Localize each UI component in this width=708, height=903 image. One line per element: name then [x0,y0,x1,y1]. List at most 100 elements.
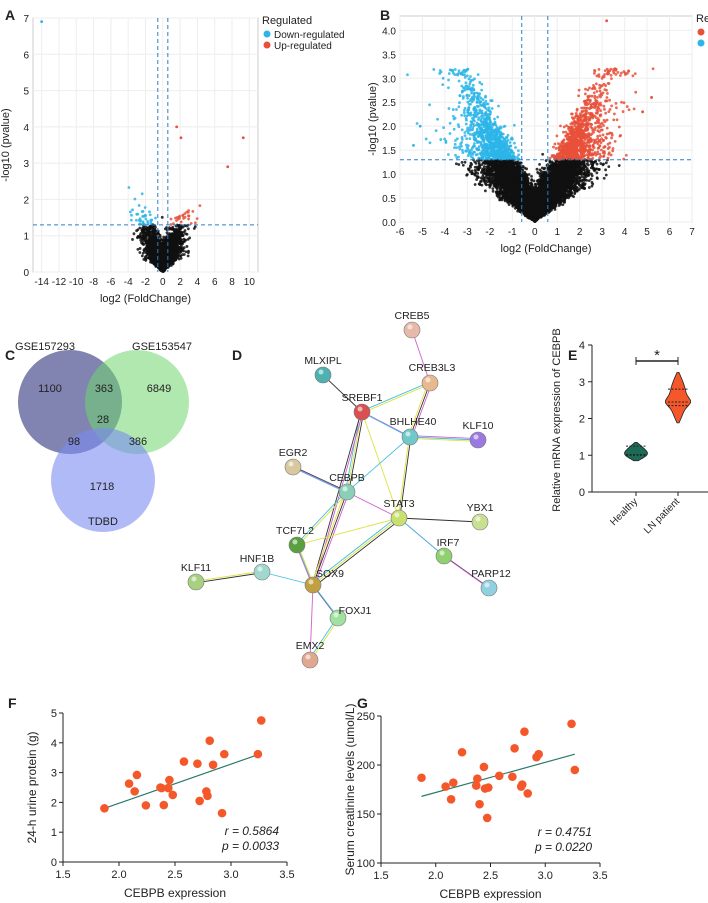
y-tick-label: 1.0 [382,170,396,181]
x-tick-label: -12 [52,277,67,288]
point-down [129,218,133,222]
point-up [613,139,617,143]
point-down [149,218,153,222]
x-axis-title: log2 (FoldChange) [100,293,191,305]
point-ns [176,224,180,227]
point-up [625,105,629,108]
legend-swatch [263,30,271,38]
point-up [606,92,609,95]
point-ns [150,240,154,244]
point-ns [177,257,181,261]
point-down [469,75,472,78]
y-tick-label: 3.0 [382,74,396,85]
x-tick-label: 6 [212,277,218,288]
y-tick-label: 2 [23,195,29,206]
point-up [198,204,202,208]
point-outlier [226,165,230,169]
point-ns [141,242,145,246]
point-up [186,210,190,214]
point-ns [145,244,149,248]
x-tick-label: 7 [689,227,695,238]
point-ns [179,246,182,250]
point-up [189,222,193,225]
point-ns [145,250,149,254]
y-tick-label: 7 [23,14,29,25]
point-up [609,153,613,157]
point-ns [168,249,172,253]
point-ns [158,239,162,243]
point-ns [171,252,175,256]
point-ns [152,235,155,238]
point-ns [144,254,148,258]
point-up [622,101,626,105]
point-up [615,118,619,122]
point-ns [141,239,145,243]
point-ns [162,235,166,239]
x-tick-label: -10 [69,277,84,288]
point-ns [138,233,142,237]
point-up [596,134,600,138]
x-tick-label: 10 [244,277,256,288]
point-ns [170,242,174,246]
y-axis-title: -log10 (pvalue) [0,108,12,181]
point-ns [149,260,152,264]
point-down [446,153,450,156]
point-ns [179,250,183,254]
point-down [154,216,157,220]
point-ns [160,253,164,257]
point-ns [142,230,146,234]
point-down [148,213,152,217]
point-ns [595,171,599,175]
x-tick-label: -3 [463,227,472,238]
point-ns [161,259,165,263]
panel-label-g: G [357,695,368,711]
x-tick-label: 1 [554,227,560,238]
x-tick-label: -1 [508,227,517,238]
point-down [130,213,133,217]
point-ns [170,261,174,265]
point-up [627,108,631,112]
point-up [169,223,173,226]
point-up [175,219,178,222]
y-tick-label: 3.5 [382,50,396,61]
panel-label-b: B [380,7,390,23]
point-ns [461,163,465,167]
x-tick-label: -14 [34,277,49,288]
point-ns [184,238,188,242]
point-ns [587,186,591,189]
point-ns [607,165,611,169]
point-down [465,137,468,141]
point-up [621,110,625,113]
point-down [135,212,139,216]
point-ns [167,227,171,231]
y-tick-label: 1 [23,232,29,243]
point-ns [175,248,179,252]
legend-title: Regulated [262,15,312,27]
x-tick-label: -6 [106,277,115,288]
panel-label-c: C [5,347,15,363]
point-ns [151,250,155,254]
point-ns [182,230,186,234]
point-down [144,217,148,221]
point-ns [161,238,165,242]
point-down [460,90,464,94]
point-ns [161,246,165,250]
point-up [195,217,199,221]
point-down [143,206,147,209]
point-ns [159,265,163,268]
point-up [607,82,611,85]
point-down [475,100,479,104]
point-outlier [175,125,179,129]
point-ns [164,244,168,247]
point-up [611,147,615,150]
point-ns [169,235,172,239]
point-ns [132,232,136,236]
panel-label-e: E [568,347,577,363]
point-ns [171,237,175,241]
point-ns [160,215,164,219]
point-down [140,210,144,214]
point-ns [174,238,178,241]
y-tick-label: 4.0 [382,26,396,37]
x-tick-label: 4 [195,277,201,288]
